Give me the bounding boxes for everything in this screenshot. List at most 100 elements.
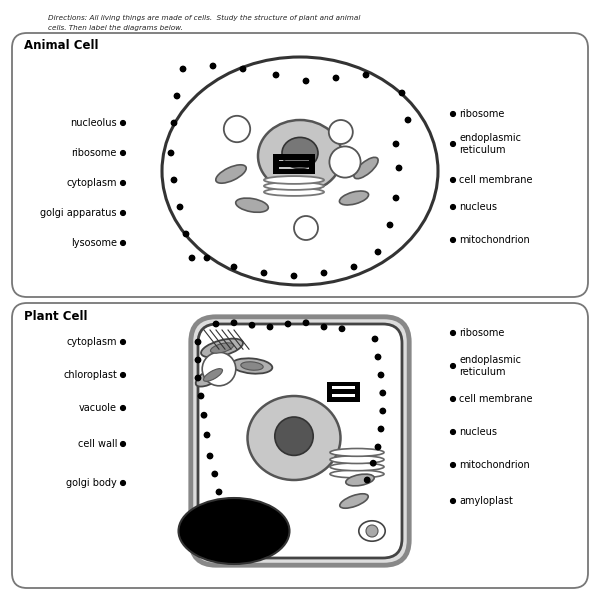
Ellipse shape: [236, 198, 268, 212]
Circle shape: [196, 357, 200, 362]
Circle shape: [121, 241, 125, 245]
Ellipse shape: [330, 463, 384, 471]
Circle shape: [322, 270, 326, 275]
Circle shape: [224, 116, 250, 142]
Text: cell membrane: cell membrane: [459, 394, 533, 404]
Circle shape: [202, 413, 206, 418]
Ellipse shape: [248, 396, 341, 480]
Ellipse shape: [340, 191, 368, 205]
Bar: [273, 169, 315, 174]
Bar: [327, 382, 332, 402]
Circle shape: [366, 525, 378, 537]
Circle shape: [190, 256, 194, 260]
Circle shape: [232, 320, 236, 325]
Circle shape: [451, 205, 455, 209]
Circle shape: [351, 264, 356, 269]
Circle shape: [380, 408, 386, 414]
Circle shape: [196, 376, 200, 380]
FancyBboxPatch shape: [198, 324, 402, 558]
Text: cytoplasm: cytoplasm: [67, 178, 117, 188]
Text: mitochondrion: mitochondrion: [459, 235, 530, 245]
Circle shape: [184, 231, 188, 236]
Text: chloroplast: chloroplast: [63, 370, 117, 380]
Text: ribosome: ribosome: [459, 328, 505, 338]
Circle shape: [232, 264, 236, 269]
Circle shape: [232, 519, 236, 524]
FancyBboxPatch shape: [12, 33, 588, 297]
Circle shape: [371, 461, 376, 466]
Bar: [355, 382, 360, 402]
Text: mitochondrion: mitochondrion: [459, 460, 530, 470]
Circle shape: [121, 442, 125, 446]
Text: cell membrane: cell membrane: [459, 175, 533, 185]
Text: Plant Cell: Plant Cell: [24, 310, 88, 323]
FancyBboxPatch shape: [191, 317, 409, 565]
Ellipse shape: [211, 343, 233, 353]
Circle shape: [365, 478, 370, 482]
Circle shape: [168, 150, 174, 155]
Circle shape: [250, 323, 254, 328]
Circle shape: [121, 151, 125, 155]
Text: cell wall: cell wall: [77, 439, 117, 449]
Circle shape: [329, 120, 353, 144]
Text: endoplasmic
reticulum: endoplasmic reticulum: [459, 133, 521, 155]
Ellipse shape: [241, 362, 263, 370]
Ellipse shape: [162, 57, 438, 285]
Circle shape: [268, 324, 272, 329]
Circle shape: [372, 336, 378, 341]
Circle shape: [451, 499, 455, 503]
Circle shape: [380, 391, 386, 396]
Circle shape: [204, 256, 210, 260]
Circle shape: [388, 222, 392, 227]
Ellipse shape: [179, 498, 290, 564]
Circle shape: [275, 417, 313, 455]
Ellipse shape: [216, 165, 246, 183]
Ellipse shape: [346, 474, 374, 486]
Circle shape: [394, 196, 398, 200]
Circle shape: [202, 352, 236, 386]
Text: ribosome: ribosome: [459, 109, 505, 119]
Circle shape: [204, 432, 210, 438]
Ellipse shape: [203, 368, 223, 382]
Circle shape: [451, 364, 455, 368]
Circle shape: [451, 178, 455, 182]
Circle shape: [262, 270, 266, 275]
Ellipse shape: [340, 494, 368, 508]
Circle shape: [406, 118, 411, 122]
FancyBboxPatch shape: [12, 303, 588, 588]
Circle shape: [394, 141, 398, 146]
Circle shape: [212, 472, 217, 476]
Text: lysosome: lysosome: [71, 238, 117, 248]
Circle shape: [121, 121, 125, 125]
Bar: [273, 154, 315, 160]
Text: nucleolus: nucleolus: [70, 118, 117, 128]
Ellipse shape: [330, 470, 384, 478]
Ellipse shape: [354, 157, 378, 179]
Text: golgi apparatus: golgi apparatus: [41, 208, 117, 218]
Circle shape: [364, 72, 368, 78]
Circle shape: [400, 90, 404, 95]
Circle shape: [211, 63, 216, 69]
Circle shape: [376, 444, 381, 450]
Text: amyloplast: amyloplast: [459, 496, 513, 506]
Circle shape: [451, 112, 455, 116]
Bar: [273, 154, 279, 174]
Circle shape: [376, 250, 381, 254]
Text: vacuole: vacuole: [79, 403, 117, 413]
Circle shape: [292, 274, 296, 278]
Circle shape: [121, 340, 125, 344]
Circle shape: [451, 430, 455, 434]
Circle shape: [322, 324, 326, 329]
Ellipse shape: [201, 338, 243, 358]
Circle shape: [451, 463, 455, 467]
Circle shape: [397, 165, 402, 170]
Circle shape: [121, 181, 125, 185]
Circle shape: [121, 373, 125, 377]
Circle shape: [286, 322, 290, 326]
Bar: [327, 389, 360, 394]
Ellipse shape: [264, 182, 324, 190]
Circle shape: [304, 78, 309, 84]
Circle shape: [121, 406, 125, 410]
Circle shape: [121, 211, 125, 215]
Bar: [273, 161, 315, 167]
